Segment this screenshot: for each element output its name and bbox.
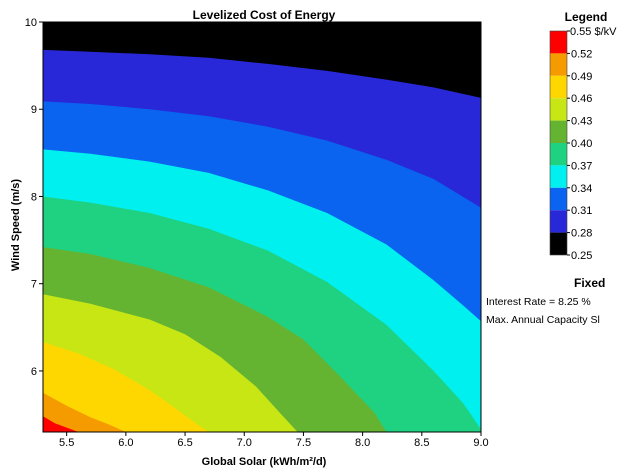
legend-swatch [550, 120, 567, 143]
legend-swatch [550, 31, 567, 54]
legend-swatch [550, 187, 567, 211]
legend-swatch [550, 98, 567, 121]
fixed-panel-title: Fixed [574, 276, 606, 290]
legend-top-label: 0.55 $/kV [570, 26, 617, 38]
legend-label: 0.49 [571, 71, 592, 83]
plot-frame [42, 21, 482, 433]
legend-swatch [550, 143, 567, 166]
x-tick-label: 7.0 [237, 437, 252, 449]
band-0.46-0.49 [43, 342, 209, 432]
y-axis-label: Wind Speed (m/s) [10, 179, 22, 272]
x-tick-label: 8.0 [355, 437, 370, 449]
x-tick-label: 7.5 [296, 437, 311, 449]
x-tick-label: 8.5 [414, 437, 429, 449]
x-tick-label: 9.0 [473, 437, 488, 449]
legend-label: 0.25 [571, 250, 592, 262]
fixed-interest-rate: Interest Rate = 8.25 % [486, 296, 591, 308]
contour-bands [43, 22, 481, 433]
legend-label: 0.43 [571, 116, 592, 128]
legend-label: 0.52 [571, 48, 592, 60]
y-tick-label: 6 [31, 366, 37, 378]
x-tick-label: 6.0 [118, 437, 133, 449]
legend-label: 0.37 [571, 160, 592, 172]
y-axis: 6 7 8 9 10 [25, 17, 43, 378]
band-0.52-0.55 [43, 416, 79, 432]
legend-label: 0.28 [571, 228, 592, 240]
legend-label: 0.46 [571, 93, 592, 105]
legend-swatch [550, 53, 567, 76]
legend-swatch [550, 75, 567, 99]
legend-label: 0.31 [571, 205, 592, 217]
fixed-max-capacity: Max. Annual Capacity Sl [486, 314, 600, 326]
x-tick-label: 5.5 [59, 437, 74, 449]
y-tick-label: 7 [31, 279, 37, 291]
legend-title: Legend [565, 10, 608, 24]
band-0.49-0.52 [43, 392, 126, 432]
y-tick-label: 8 [31, 191, 37, 203]
x-tick-label: 6.5 [177, 437, 192, 449]
legend-swatch [550, 232, 567, 255]
x-axis: 5.5 6.0 6.5 7.0 7.5 8.0 8.5 9.0 [59, 432, 489, 449]
legend-label: 0.34 [571, 183, 592, 195]
y-tick-label: 9 [31, 104, 37, 116]
legend-swatch [550, 210, 567, 233]
legend-swatch [550, 165, 567, 188]
legend-label: 0.40 [571, 138, 592, 150]
x-axis-label: Global Solar (kWh/m²/d) [202, 456, 327, 468]
color-legend: Legend 0.55 $/kV 0.52 0.49 0.46 0.43 0.40 0.3… [549, 10, 617, 262]
chart-title: Levelized Cost of Energy [193, 8, 336, 22]
y-tick-label: 10 [25, 17, 37, 29]
